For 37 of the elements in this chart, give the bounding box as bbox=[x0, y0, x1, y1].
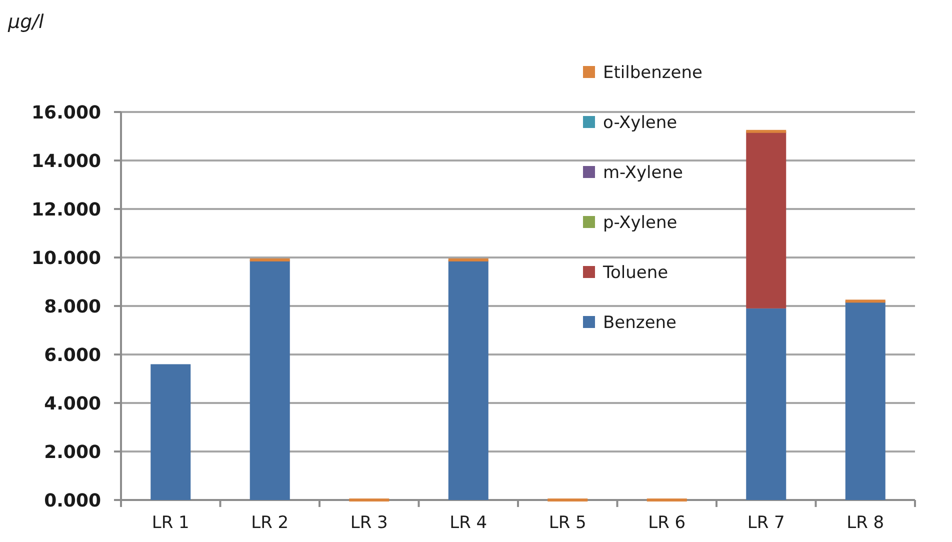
bar bbox=[746, 131, 786, 308]
bar bbox=[845, 300, 886, 303]
y-tick-label: 6.000 bbox=[44, 344, 101, 366]
legend-label: Toluene bbox=[602, 262, 668, 283]
x-tick-label: LR 1 bbox=[152, 513, 190, 533]
legend-label: m-Xylene bbox=[603, 162, 683, 183]
bar bbox=[746, 130, 786, 133]
bar bbox=[845, 301, 886, 500]
y-tick-label: 14.000 bbox=[32, 150, 101, 172]
bar bbox=[746, 308, 786, 500]
x-tick-label: LR 5 bbox=[548, 513, 586, 533]
bar bbox=[349, 498, 390, 502]
y-tick-label: 0.000 bbox=[44, 490, 101, 512]
bar bbox=[448, 260, 488, 500]
bar bbox=[646, 498, 687, 502]
bar bbox=[448, 258, 488, 262]
y-axis-title: µg/l bbox=[7, 11, 45, 33]
y-tick-label: 2.000 bbox=[44, 442, 101, 463]
y-tick-label: 4.000 bbox=[44, 393, 101, 414]
legend-label: Benzene bbox=[603, 312, 677, 333]
x-tick-label: LR 2 bbox=[251, 513, 289, 533]
x-tick-label: LR 8 bbox=[846, 513, 884, 533]
y-tick-label: 16.000 bbox=[32, 102, 101, 124]
legend-label: p-Xylene bbox=[603, 212, 678, 233]
y-tick-label: 8.000 bbox=[44, 296, 101, 318]
x-tick-label: LR 3 bbox=[350, 513, 388, 533]
legend-label: Etilbenzene bbox=[603, 62, 702, 83]
x-tick-label: LR 4 bbox=[450, 513, 488, 533]
y-tick-label: 12.000 bbox=[32, 199, 101, 220]
bar bbox=[250, 260, 290, 500]
bar bbox=[548, 498, 588, 502]
x-tick-label: LR 6 bbox=[648, 513, 686, 533]
y-tick-label: 10.000 bbox=[32, 248, 101, 269]
legend-label: o-Xylene bbox=[603, 112, 678, 133]
bar bbox=[250, 258, 290, 262]
bar bbox=[150, 364, 191, 500]
x-tick-label: LR 7 bbox=[747, 513, 785, 533]
